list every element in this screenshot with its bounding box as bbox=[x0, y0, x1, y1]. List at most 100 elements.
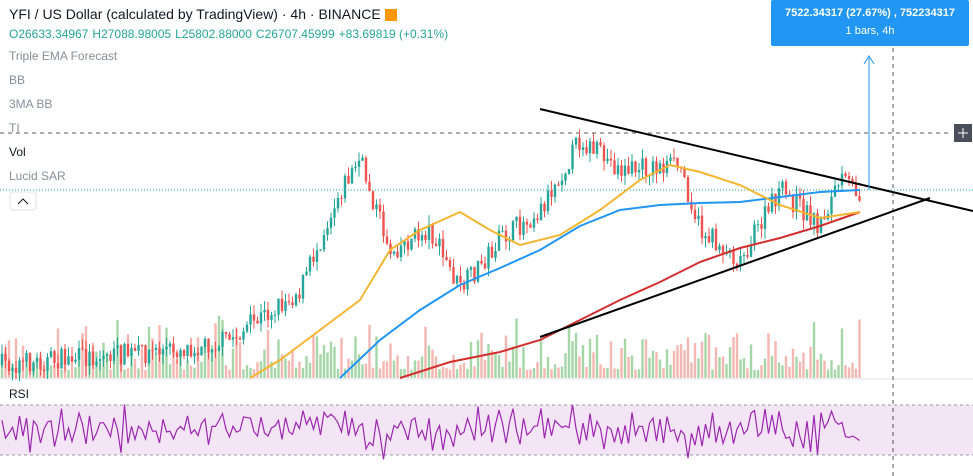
candle-body bbox=[249, 314, 252, 325]
candle-body bbox=[200, 346, 203, 356]
volume-bar bbox=[704, 333, 707, 378]
candle-body bbox=[567, 169, 571, 174]
candle-body bbox=[816, 213, 819, 234]
volume-bar bbox=[613, 368, 616, 378]
candle-body bbox=[224, 331, 228, 335]
candle-body bbox=[753, 224, 756, 245]
volume-bar bbox=[690, 362, 693, 378]
candle-body bbox=[546, 190, 550, 212]
volume-bar bbox=[287, 360, 291, 378]
exchange: BINANCE bbox=[318, 6, 381, 22]
candle-body bbox=[308, 256, 312, 272]
candle-body bbox=[767, 206, 770, 212]
volume-bar bbox=[742, 357, 746, 378]
volume-bar bbox=[154, 353, 158, 378]
candle-body bbox=[707, 236, 711, 243]
trendline-lower bbox=[539, 197, 931, 338]
volume-bar bbox=[231, 348, 235, 378]
candle-body bbox=[133, 347, 137, 351]
volume-bar bbox=[109, 369, 112, 378]
volume-bar bbox=[413, 360, 417, 378]
candle-body bbox=[588, 141, 592, 154]
volume-bar bbox=[732, 337, 735, 378]
volume-bar bbox=[144, 369, 147, 378]
candle-body bbox=[770, 193, 774, 212]
candle-body bbox=[441, 238, 445, 258]
candle-body bbox=[326, 228, 329, 235]
candle-body bbox=[627, 165, 630, 174]
collapse-button[interactable] bbox=[9, 191, 37, 211]
volume-bar bbox=[420, 356, 424, 378]
measure-arrowhead bbox=[863, 55, 875, 65]
candle-body bbox=[585, 147, 588, 154]
measure-tooltip: 7522.34317 (27.67%) , 752234317 1 bars, 4… bbox=[771, 0, 969, 46]
volume-bar bbox=[123, 369, 126, 378]
candle-body bbox=[714, 228, 718, 251]
volume-bar bbox=[361, 364, 364, 378]
volume-bar bbox=[763, 358, 767, 378]
candle-body bbox=[186, 344, 189, 356]
volume-bar bbox=[721, 356, 725, 378]
volume-bar bbox=[665, 349, 669, 378]
volume-bar bbox=[371, 367, 375, 378]
candle-body bbox=[571, 144, 574, 170]
candle-body bbox=[252, 314, 256, 321]
volume-bar bbox=[574, 332, 578, 378]
candle-body bbox=[98, 359, 102, 362]
candle-body bbox=[599, 142, 602, 146]
candle-body bbox=[844, 173, 847, 176]
candle-body bbox=[287, 301, 291, 303]
volume-bar bbox=[368, 324, 371, 378]
candle-body bbox=[781, 181, 784, 189]
candle-body bbox=[14, 367, 18, 373]
volume-bar bbox=[508, 361, 511, 378]
volume-bar bbox=[844, 365, 847, 378]
candle-body bbox=[203, 338, 207, 347]
volume-bar bbox=[511, 346, 515, 378]
candle-body bbox=[147, 349, 151, 364]
volume-bar bbox=[294, 367, 298, 378]
candle-body bbox=[238, 337, 242, 340]
candle-body bbox=[315, 250, 319, 262]
candle-body bbox=[410, 238, 413, 250]
volume-bar bbox=[791, 348, 795, 378]
candle-body bbox=[469, 267, 473, 270]
candle-body bbox=[305, 271, 308, 275]
volume-bar bbox=[529, 369, 532, 378]
candle-body bbox=[25, 352, 28, 362]
volume-bar bbox=[396, 355, 399, 378]
candle-body bbox=[658, 163, 662, 174]
volume-bar bbox=[494, 353, 497, 378]
candle-body bbox=[487, 246, 490, 269]
candle-body bbox=[235, 337, 238, 339]
candle-body bbox=[263, 309, 266, 313]
candle-body bbox=[522, 221, 525, 235]
candle-body bbox=[693, 209, 697, 220]
volume-bar bbox=[291, 349, 294, 378]
candle-body bbox=[123, 343, 126, 365]
candle-body bbox=[553, 184, 557, 197]
volume-bar bbox=[648, 357, 651, 378]
candle-body bbox=[214, 349, 217, 351]
volume-bar bbox=[476, 340, 480, 378]
candle-body bbox=[284, 301, 287, 311]
candle-body bbox=[347, 175, 350, 184]
candle-body bbox=[620, 165, 623, 176]
candle-body bbox=[371, 191, 375, 209]
rsi-label: RSI bbox=[9, 387, 30, 401]
candle-body bbox=[42, 369, 46, 371]
candle-body bbox=[462, 282, 466, 290]
volume-bar bbox=[301, 367, 305, 378]
volume-bar bbox=[630, 355, 634, 378]
volume-bar bbox=[571, 341, 574, 378]
candle-body bbox=[686, 177, 690, 202]
candle-body bbox=[697, 215, 700, 220]
volume-bar bbox=[431, 349, 434, 378]
volume-bar bbox=[739, 359, 742, 378]
volume-bar bbox=[651, 350, 655, 378]
candle-body bbox=[301, 274, 305, 299]
candle-body bbox=[427, 224, 431, 241]
volume-bar bbox=[172, 346, 175, 378]
ohlc-value: +83.69819 (+0.31%) bbox=[338, 27, 449, 41]
volume-bar bbox=[553, 364, 557, 378]
